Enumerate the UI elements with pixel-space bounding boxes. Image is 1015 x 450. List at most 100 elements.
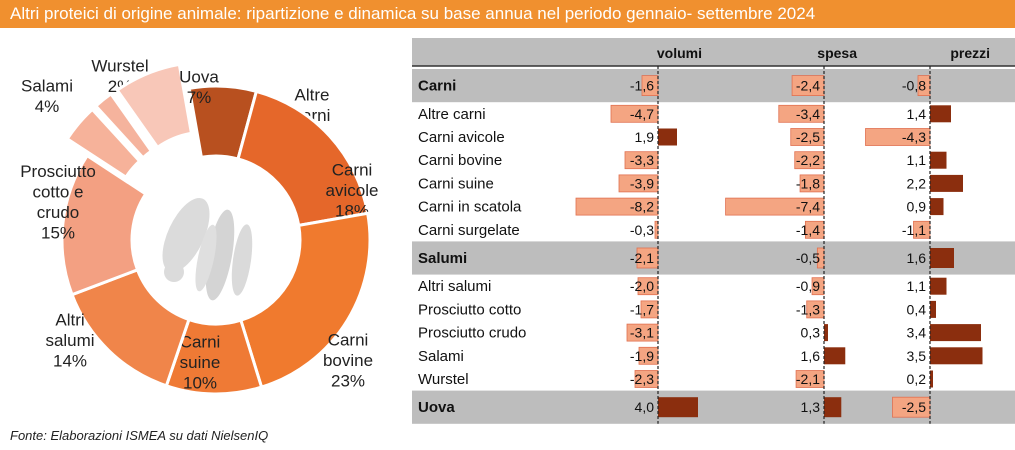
donut-chart: Altrecarni7%Carniavicole18%Carnibovine23… <box>20 57 379 396</box>
bar-carni-bovine-spesa <box>794 151 825 170</box>
row-label-prosciutto-crudo: Prosciutto crudo <box>418 325 526 342</box>
bar-carni-bovine-prezzi <box>930 151 947 169</box>
donut-label-carni-suine: Carni suine 10% <box>180 332 221 392</box>
food-illustration-icon <box>162 197 253 301</box>
donut-slice-carni-bovine <box>238 211 372 389</box>
value-label-wurstel-prezzi: 0,2 <box>907 371 927 387</box>
bar-prosciutto-cotto-prezzi <box>930 300 936 318</box>
value-label-carni-prezzi: -0,8 <box>902 78 926 94</box>
bar-carni-spesa <box>791 75 825 96</box>
group-row-background-carni <box>412 69 1015 103</box>
value-label-prosciutto-crudo-spesa: 0,3 <box>801 325 821 341</box>
value-label-salami-spesa: 1,6 <box>801 348 821 364</box>
value-label-carni-bovine-spesa: -2,2 <box>796 152 820 168</box>
value-label-prosciutto-crudo-prezzi: 3,4 <box>907 325 927 341</box>
value-label-carni-in-scatola-spesa: -7,4 <box>796 199 820 215</box>
group-row-background-salumi <box>412 241 1015 275</box>
donut-slice-salami <box>65 107 142 180</box>
value-label-carni-volumi: -1,6 <box>630 78 654 94</box>
bar-salami-volumi <box>638 346 659 365</box>
value-label-altri-salumi-volumi: -2,0 <box>630 278 654 294</box>
value-label-carni-suine-prezzi: 2,2 <box>907 175 927 191</box>
value-label-altre-carni-prezzi: 1,4 <box>907 106 927 122</box>
value-label-carni-in-scatola-volumi: -8,2 <box>630 199 654 215</box>
donut-label-uova: Uova 7% <box>179 68 219 108</box>
value-label-uova-spesa: 1,3 <box>801 399 821 415</box>
donut-label-prosciutto-cotto-e-crudo: Prosciutto cotto e crudo 15% <box>20 162 96 243</box>
value-label-carni-avicole-volumi: 1,9 <box>635 129 655 145</box>
value-label-wurstel-volumi: -2,3 <box>630 371 654 387</box>
value-label-altri-salumi-spesa: -0,9 <box>796 278 820 294</box>
value-label-altre-carni-volumi: -4,7 <box>630 106 654 122</box>
bar-prosciutto-crudo-spesa <box>824 324 828 342</box>
row-label-altri-salumi: Altri salumi <box>418 278 491 295</box>
bar-table-chart: volumi spesa prezzi Carni -1,6 -2,4 -0,8 Altre … <box>412 38 1015 424</box>
value-label-salami-volumi: -1,9 <box>630 348 654 364</box>
row-label-carni-bovine: Carni bovine <box>418 152 502 169</box>
value-label-prosciutto-cotto-prezzi: 0,4 <box>907 301 927 317</box>
row-label-carni: Carni <box>418 78 456 95</box>
bar-prosciutto-crudo-prezzi <box>930 324 981 342</box>
value-label-carni-surgelate-prezzi: -1,1 <box>902 222 926 238</box>
value-label-prosciutto-cotto-volumi: -1,7 <box>630 301 654 317</box>
bar-salumi-prezzi <box>930 248 954 268</box>
donut-label-altri-salumi: Altri salumi 14% <box>45 310 94 370</box>
value-label-prosciutto-crudo-volumi: -3,1 <box>630 325 654 341</box>
source-note: Fonte: Elaborazioni ISMEA su dati Nielse… <box>10 428 269 443</box>
value-label-carni-suine-volumi: -3,9 <box>630 175 654 191</box>
column-header-prezzi: prezzi <box>950 45 990 61</box>
value-label-carni-bovine-volumi: -3,3 <box>630 152 654 168</box>
bar-carni-avicole-volumi <box>658 128 677 146</box>
value-label-salumi-volumi: -2,1 <box>630 250 654 266</box>
row-label-altre-carni: Altre carni <box>418 106 486 123</box>
row-label-carni-in-scatola: Carni in scatola <box>418 199 522 216</box>
title-bar: Altri proteici di origine animale: ripar… <box>0 0 1015 28</box>
bar-salami-spesa <box>824 347 846 365</box>
row-label-carni-avicole: Carni avicole <box>418 129 505 146</box>
bar-prosciutto-cotto-volumi <box>640 300 659 319</box>
value-label-uova-volumi: 4,0 <box>635 399 655 415</box>
value-label-carni-surgelate-volumi: -0,3 <box>630 222 654 238</box>
value-label-altri-salumi-prezzi: 1,1 <box>907 278 927 294</box>
value-label-salami-prezzi: 3,5 <box>907 348 927 364</box>
row-label-carni-suine: Carni suine <box>418 175 494 192</box>
value-label-prosciutto-cotto-spesa: -1,3 <box>796 301 820 317</box>
row-label-uova: Uova <box>418 399 455 416</box>
bar-carni-surgelate-volumi <box>654 220 659 239</box>
donut-slice-prosciutto-cotto-e-crudo <box>60 153 148 297</box>
value-label-carni-surgelate-spesa: -1,4 <box>796 222 820 238</box>
chart-title: Altri proteici di origine animale: ripar… <box>10 4 816 23</box>
donut-slice-wurstel <box>93 91 154 160</box>
value-label-carni-in-scatola-prezzi: 0,9 <box>907 199 927 215</box>
value-label-carni-avicole-spesa: -2,5 <box>796 129 820 145</box>
bar-salami-prezzi <box>930 347 983 365</box>
value-label-carni-spesa: -2,4 <box>796 78 820 94</box>
value-label-carni-avicole-prezzi: -4,3 <box>902 129 926 145</box>
bar-prosciutto-cotto-spesa <box>806 300 825 319</box>
bar-uova-volumi <box>658 397 698 418</box>
column-header-volumi: volumi <box>657 45 702 61</box>
row-label-salami: Salami <box>418 348 464 365</box>
value-label-salumi-spesa: -0,5 <box>796 250 820 266</box>
value-label-salumi-prezzi: 1,6 <box>907 250 927 266</box>
value-label-carni-suine-spesa: -1,8 <box>796 175 820 191</box>
bar-altri-salumi-prezzi <box>930 277 947 295</box>
donut-slice-uova <box>115 62 194 150</box>
row-label-carni-surgelate: Carni surgelate <box>418 222 520 239</box>
value-label-carni-bovine-prezzi: 1,1 <box>907 152 927 168</box>
bar-wurstel-prezzi <box>930 370 933 388</box>
donut-label-carni-bovine: Carni bovine 23% <box>323 330 373 390</box>
bar-uova-spesa <box>824 397 842 418</box>
row-label-prosciutto-cotto: Prosciutto cotto <box>418 301 521 318</box>
donut-label-carni-avicole: Carni avicole 18% <box>326 160 379 220</box>
table-header-background <box>412 38 1015 66</box>
bar-carni-surgelate-prezzi <box>913 220 931 239</box>
bar-carni-bovine-volumi <box>624 151 659 170</box>
value-label-uova-prezzi: -2,5 <box>902 399 926 415</box>
bar-carni-volumi <box>641 75 659 96</box>
row-label-salumi: Salumi <box>418 250 467 267</box>
bar-carni-in-scatola-prezzi <box>930 198 944 216</box>
bar-altre-carni-prezzi <box>930 105 951 123</box>
donut-label-salami: Salami 4% <box>21 77 73 117</box>
column-header-spesa: spesa <box>817 45 857 61</box>
